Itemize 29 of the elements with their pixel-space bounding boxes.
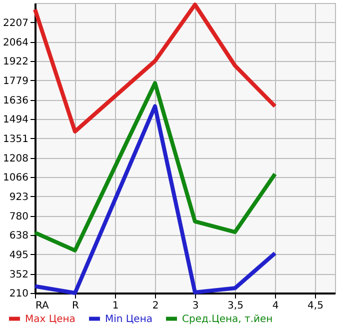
y-tick-label: 2207 bbox=[3, 18, 28, 29]
legend-label: Min Цена bbox=[105, 314, 153, 325]
y-tick-label: 780 bbox=[9, 211, 28, 222]
x-tick-label: 3 bbox=[192, 300, 199, 312]
x-tick-label: 2 bbox=[152, 300, 159, 312]
line-series bbox=[33, 104, 277, 295]
line-series bbox=[33, 2, 277, 134]
y-tick-label: 495 bbox=[9, 250, 28, 261]
y-tick-label: 1208 bbox=[3, 153, 28, 164]
x-tick-label: 1 bbox=[112, 300, 119, 312]
x-tick-label: 4 bbox=[272, 300, 279, 312]
y-tick-label: 1922 bbox=[3, 56, 28, 68]
y-tick-label: 352 bbox=[9, 269, 28, 280]
y-tick-label: 210 bbox=[9, 288, 28, 300]
y-tick-label: 1066 bbox=[3, 172, 28, 184]
y-tick-label: 2064 bbox=[3, 37, 28, 48]
x-tick-label: R bbox=[72, 300, 80, 312]
y-tick-label: 1636 bbox=[3, 95, 28, 106]
x-tick-label: RA bbox=[36, 300, 50, 312]
line-series bbox=[33, 81, 277, 252]
x-tick-label: 4,5 bbox=[308, 300, 324, 312]
legend-label: Сред.Цена, т.йен bbox=[182, 314, 273, 325]
y-tick-label: 1779 bbox=[3, 76, 28, 87]
legend-label: Max Цена bbox=[25, 314, 76, 325]
y-tick-label: 638 bbox=[9, 230, 28, 242]
y-tick-label: 1494 bbox=[3, 114, 28, 126]
y-tick-label: 923 bbox=[9, 192, 28, 203]
x-tick-label: 3,5 bbox=[228, 300, 244, 312]
y-tick-label: 1351 bbox=[3, 134, 28, 145]
